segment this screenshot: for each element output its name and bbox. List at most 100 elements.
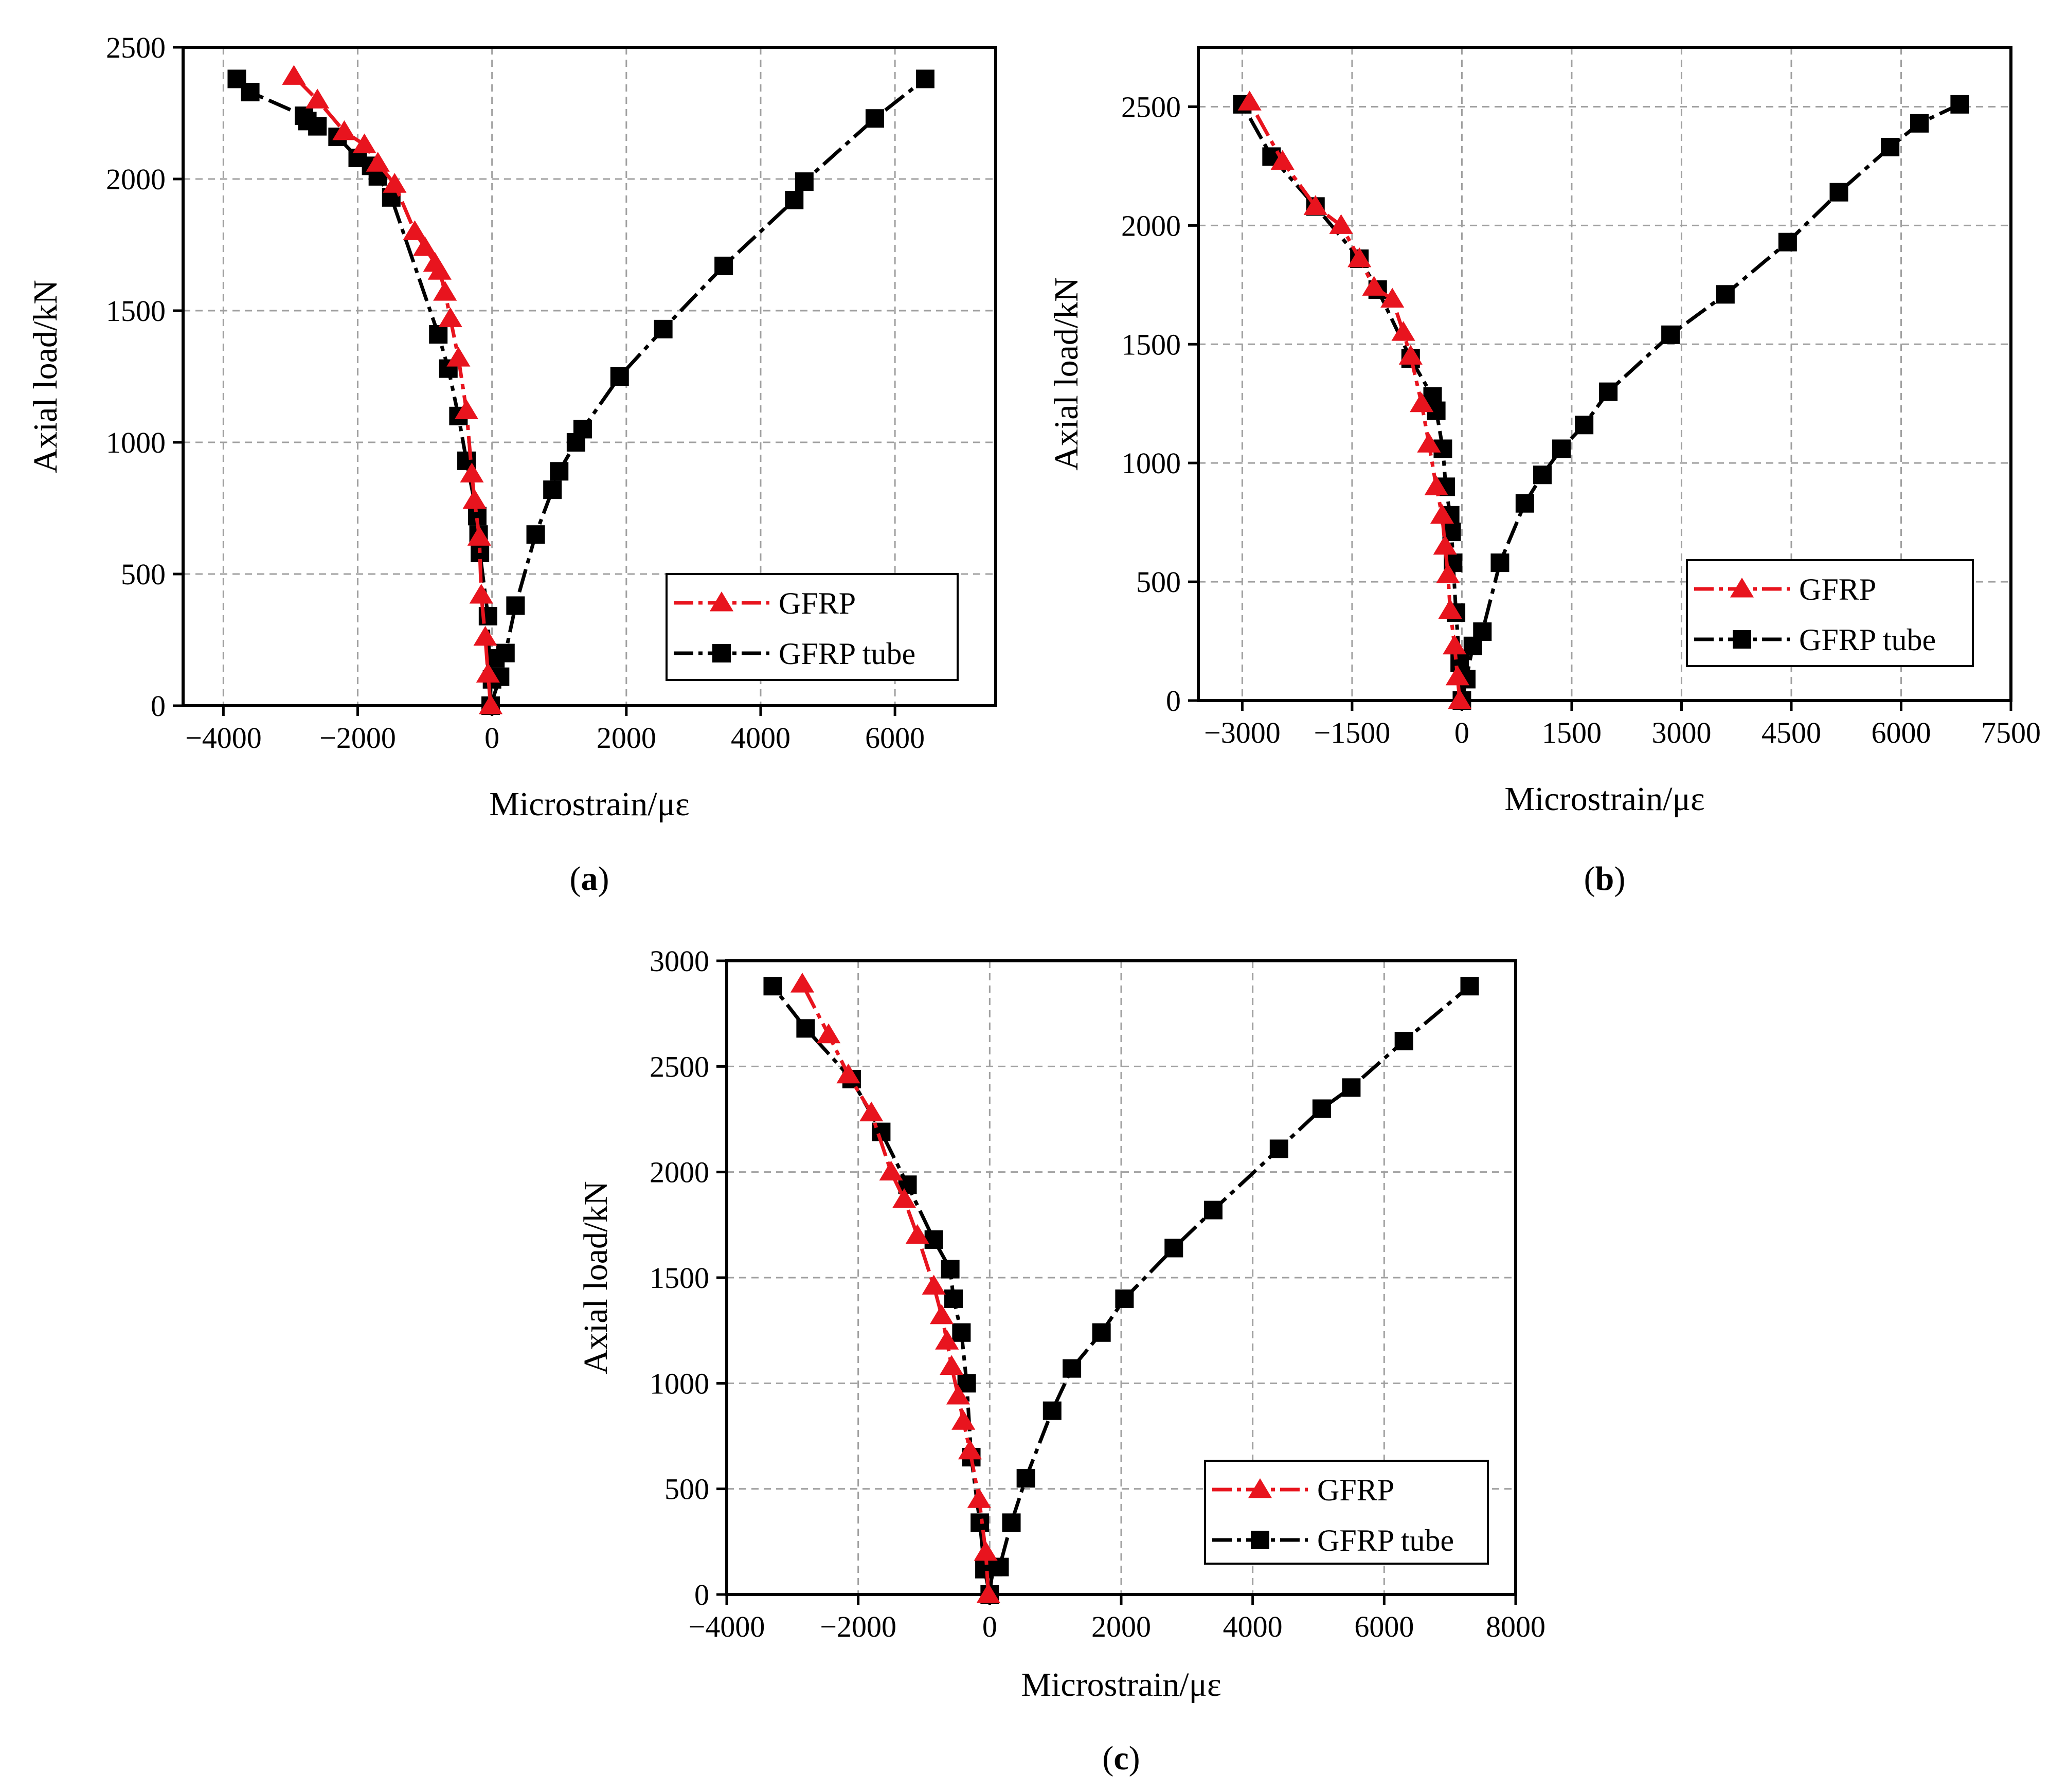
legend-marker-triangle [1248,1478,1272,1498]
y-axis-title: Axial load/kN [27,280,64,473]
data-point-triangle [946,1384,970,1405]
data-point-triangle [967,1488,991,1508]
data-point-triangle [905,1224,929,1244]
x-tick-label: 0 [484,721,499,755]
y-tick-label: 1000 [1121,446,1181,480]
y-tick-label: 1500 [106,294,166,328]
legend-label: GFRP [1799,572,1876,606]
data-point-triangle [976,1583,1000,1603]
x-tick-label: 7500 [1981,716,2041,749]
panel-label: (a) [570,860,609,898]
panel-label: (b) [1584,860,1626,898]
y-tick-label: 0 [694,1578,709,1611]
data-point-triangle [1410,392,1434,413]
data-point-triangle [476,662,500,683]
data-point-triangle [332,120,356,140]
x-tick-label: 3000 [1651,716,1711,749]
data-point-square [924,1230,943,1249]
y-tick-label: 2000 [1121,209,1181,242]
data-point-triangle [1270,150,1295,170]
legend-marker-triangle [709,592,734,612]
legend-marker-square [712,644,731,662]
chart-panel-c: −4000 −2000 0 2000 4000 6000 8000 0 500 1000 1500 2… [577,944,1545,1777]
data-point-triangle [1424,475,1448,495]
data-point-triangle [460,462,484,482]
x-tick-label: 6000 [1871,716,1931,749]
panel-letter: b [1595,860,1614,898]
chart-panel-a: −4000 −2000 0 2000 4000 6000 0 500 1000 1500 2000 2… [27,31,997,898]
data-point-triangle [1445,665,1469,686]
data-point-triangle [935,1330,959,1350]
data-point-triangle [1237,91,1262,111]
legend-label: GFRP tube [1799,623,1936,657]
data-point-square [1043,1401,1062,1420]
data-point-square [714,256,733,275]
data-point-triangle [790,973,815,993]
data-point-triangle [879,1160,903,1181]
legend-label: GFRP tube [779,637,915,671]
legend: GFRP GFRP tube [666,573,959,681]
data-point-triangle [940,1355,964,1375]
series-line [800,983,991,1595]
y-tick-label: 500 [664,1473,709,1506]
data-point-square [573,420,592,439]
legend-label: GFRP [1317,1473,1394,1507]
data-point-triangle [305,88,330,109]
x-axis-title: Microstrain/με [489,785,689,823]
x-tick-label: 4500 [1762,716,1821,749]
data-point-square [941,1260,960,1279]
data-point-triangle [929,1304,954,1324]
data-point-square [1575,416,1594,435]
data-point-square [1203,1200,1223,1220]
data-point-triangle [1443,634,1467,655]
legend-marker-square [1733,630,1751,649]
series-line [987,984,1471,1595]
x-tick-label: 6000 [1354,1610,1414,1643]
x-tick-label: 2000 [1091,1610,1151,1643]
data-point-triangle [1438,599,1462,619]
data-point-triangle [1303,195,1327,215]
data-point-square [952,1323,971,1342]
data-point-triangle [1417,433,1441,453]
data-point-triangle [1433,534,1457,555]
data-point-triangle [836,1063,860,1084]
panel-label: (c) [1102,1740,1140,1777]
data-point-triangle [951,1410,976,1430]
x-tick-label: −2000 [319,721,396,755]
x-tick-label: −1500 [1314,716,1391,749]
data-point-square [506,596,525,615]
data-point-triangle [958,1439,982,1460]
data-point-square [944,1289,963,1309]
data-point-square [763,977,782,996]
data-point-triangle [403,220,427,240]
data-point-triangle [467,526,491,546]
y-tick-label: 500 [1136,565,1181,599]
data-point-triangle [1362,276,1386,296]
y-tick-label: 1500 [650,1261,709,1295]
data-point-triangle [412,236,437,256]
series-gfrp [790,973,1000,1603]
legend-label: GFRP [779,586,856,620]
legend-label: GFRP tube [1317,1524,1454,1557]
y-tick-label: 2000 [650,1156,709,1189]
data-point-square [1312,1099,1331,1118]
data-point-square [1910,114,1929,133]
y-tick-label: 2500 [650,1050,709,1083]
data-point-triangle [1430,504,1454,524]
data-point-square [1490,553,1509,572]
y-tick-label: 500 [121,558,166,591]
panel-letter: a [581,860,598,898]
data-point-triangle [1436,563,1460,583]
y-tick-label: 3000 [650,944,709,978]
data-point-triangle [1391,321,1415,341]
data-point-triangle [922,1275,946,1295]
data-point-triangle [383,173,407,193]
data-point-triangle [1347,247,1372,267]
data-point-square [654,319,673,338]
data-point-square [610,367,629,386]
x-axis-title: Microstrain/με [1021,1666,1221,1704]
plot-frame [182,46,997,707]
chart-panel-b: −3000 −1500 0 1500 3000 4500 6000 7500 0 500 1000 1… [1048,46,2041,898]
data-point-square [1092,1323,1111,1342]
